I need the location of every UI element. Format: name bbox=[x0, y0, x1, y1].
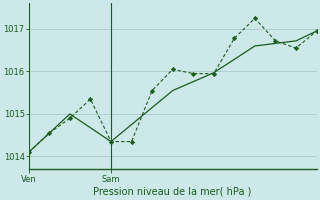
X-axis label: Pression niveau de la mer( hPa ): Pression niveau de la mer( hPa ) bbox=[93, 187, 252, 197]
